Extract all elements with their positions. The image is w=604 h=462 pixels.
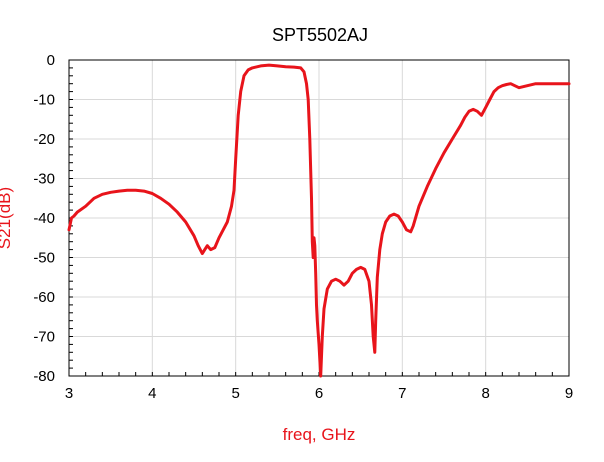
- grid-lines: [69, 60, 569, 376]
- series-layer: [67, 63, 571, 378]
- x-axis-label: freq, GHz: [283, 425, 356, 444]
- y-axis-label: S21(dB): [0, 187, 14, 249]
- x-tick-label: 3: [65, 385, 73, 402]
- x-tick-label: 7: [398, 385, 406, 402]
- y-tick-label: -80: [33, 368, 55, 385]
- y-tick-labels: 0 -10 -20 -30 -40 -50 -60 -70 -80: [33, 52, 55, 385]
- y-tick-label: -70: [33, 329, 55, 346]
- x-tick-label: 6: [315, 385, 323, 402]
- plot-frame: [68, 59, 570, 377]
- x-tick-label: 4: [148, 385, 156, 402]
- y-tick-label: -50: [33, 250, 55, 267]
- y-tick-label: 0: [47, 52, 55, 69]
- chart-title: SPT5502AJ: [272, 25, 368, 45]
- x-tick-label: 9: [565, 385, 573, 402]
- y-tick-label: -20: [33, 131, 55, 148]
- y-tick-label: -10: [33, 92, 55, 109]
- x-tick-label: 5: [231, 385, 239, 402]
- y-tick-label: -30: [33, 171, 55, 188]
- x-tick-labels: 3 4 5 6 7 8 9: [65, 385, 573, 402]
- x-tick-label: 8: [481, 385, 489, 402]
- y-tick-label: -60: [33, 289, 55, 306]
- series-line-s21: [67, 63, 571, 378]
- y-tick-label: -40: [33, 210, 55, 227]
